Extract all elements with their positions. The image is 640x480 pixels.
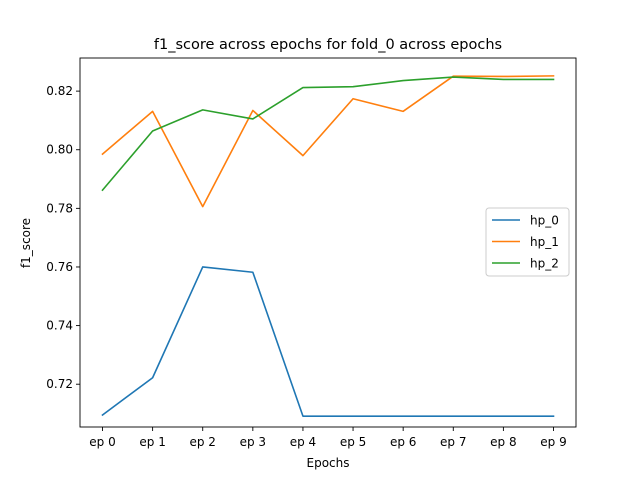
series-line-hp_1 <box>101 75 555 208</box>
series-line-hp_0 <box>101 266 555 417</box>
x-tick-label: ep 6 <box>390 435 416 449</box>
x-tick-label: ep 5 <box>340 435 366 449</box>
legend-label-hp_2: hp_2 <box>530 257 559 271</box>
series-line-hp_2 <box>101 76 555 192</box>
y-axis-label: f1_score <box>19 218 33 268</box>
x-tick-label: ep 9 <box>540 435 566 449</box>
y-tick-label: 0.76 <box>46 260 73 274</box>
x-tick-label: ep 8 <box>490 435 516 449</box>
legend-label-hp_1: hp_1 <box>530 235 559 249</box>
legend: hp_0 hp_1 hp_2 <box>485 207 570 277</box>
x-tick-label: ep 3 <box>240 435 266 449</box>
x-axis-label: Epochs <box>307 456 350 470</box>
legend-box <box>485 207 570 277</box>
y-tick-label: 0.80 <box>46 143 73 157</box>
x-tick-label: ep 2 <box>189 435 215 449</box>
x-tick-label: ep 0 <box>89 435 115 449</box>
y-tick-label: 0.78 <box>46 201 73 215</box>
plot-area: ep 0 ep 1 ep 2 ep 3 ep 4 ep 5 ep 6 ep 7 ep 8 ep 9… <box>46 57 577 449</box>
x-tick-label: ep 1 <box>139 435 165 449</box>
x-tick-label: ep 4 <box>290 435 316 449</box>
chart-title: f1_score across epochs for fold_0 across… <box>154 37 502 53</box>
y-tick-label: 0.74 <box>46 319 73 333</box>
legend-label-hp_0: hp_0 <box>530 214 559 228</box>
y-tick-label: 0.72 <box>46 377 73 391</box>
axes-frame <box>79 57 577 428</box>
y-tick-label: 0.82 <box>46 84 73 98</box>
x-tick-label: ep 7 <box>440 435 466 449</box>
